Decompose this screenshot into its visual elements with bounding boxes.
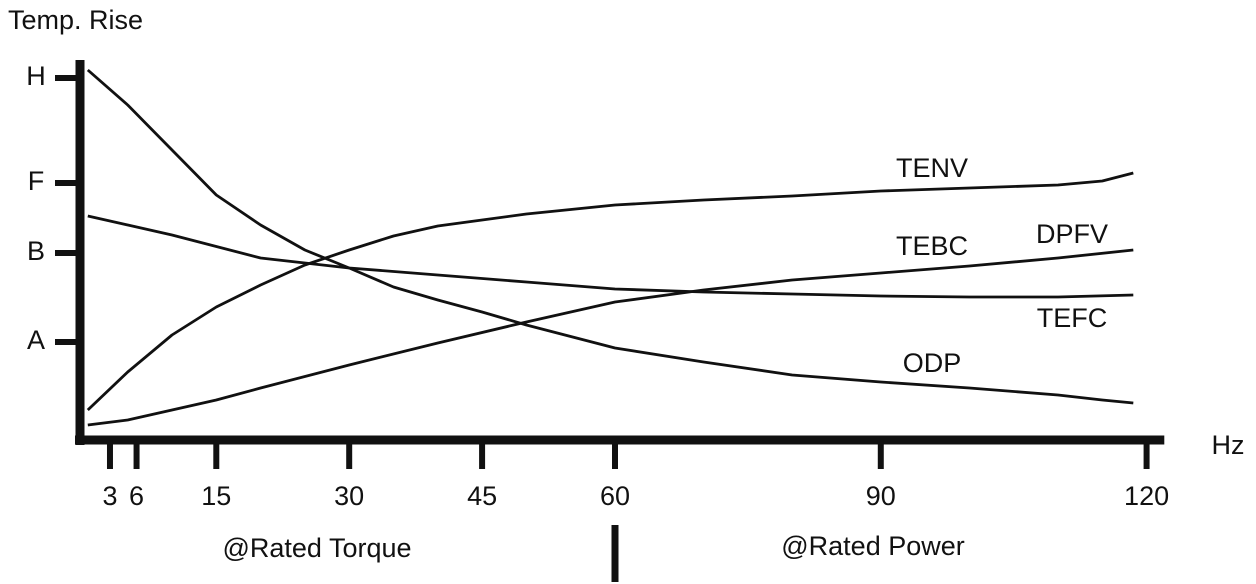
annotation: @Rated Power [781,531,965,561]
x-tick-label: 3 [102,481,117,511]
x-axis-label: Hz [1212,430,1245,460]
y-tick-label: F [28,166,45,196]
x-tick-label: 90 [866,481,896,511]
y-axis-label: Temp. Rise [8,5,143,35]
line [86,171,1134,412]
line [86,68,1134,405]
annotation: @Rated Torque [222,533,411,563]
x-tick-label: 120 [1124,481,1169,511]
y-tick-label: A [27,325,45,355]
series-label: DPFV [1036,219,1108,249]
series-label: ODP [903,348,962,378]
y-tick-label: B [27,236,45,266]
annotation: TEBC [896,231,968,261]
line [87,214,1134,299]
x-tick-label: 45 [467,481,497,511]
y-tick-label: H [26,61,46,91]
x-tick-label: 60 [600,481,630,511]
series-label: TENV [896,153,968,183]
x-tick-label: 30 [334,481,364,511]
x-tick-label: 15 [201,481,231,511]
x-tick-label: 6 [129,481,144,511]
series-label: TEFC [1037,303,1108,333]
line [87,248,1134,427]
